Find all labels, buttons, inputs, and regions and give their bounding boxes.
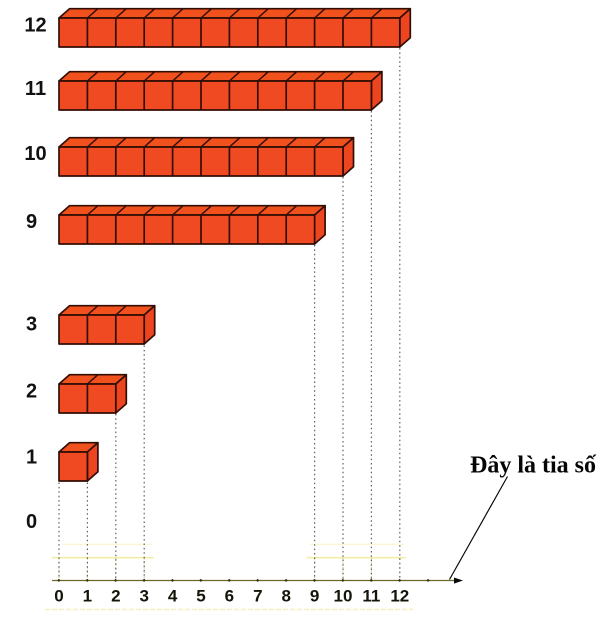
svg-text:5: 5	[196, 587, 205, 606]
svg-text:8: 8	[281, 587, 290, 606]
svg-text:12: 12	[390, 587, 409, 606]
svg-text:2: 2	[111, 587, 120, 606]
svg-text:0: 0	[54, 587, 63, 606]
svg-text:7: 7	[253, 587, 262, 606]
svg-text:4: 4	[168, 587, 178, 606]
svg-text:11: 11	[362, 587, 380, 606]
svg-text:10: 10	[334, 587, 353, 606]
svg-text:0: 0	[26, 511, 37, 533]
svg-text:2: 2	[26, 380, 37, 402]
svg-text:10: 10	[24, 143, 46, 165]
svg-text:3: 3	[139, 587, 148, 606]
svg-text:3: 3	[26, 313, 37, 335]
svg-text:6: 6	[225, 587, 234, 606]
svg-text:9: 9	[310, 587, 319, 606]
svg-text:11: 11	[25, 78, 46, 100]
svg-text:9: 9	[26, 211, 37, 233]
svg-text:12: 12	[24, 14, 46, 36]
svg-text:1: 1	[83, 587, 92, 606]
svg-text:1: 1	[26, 446, 37, 468]
svg-text:Đây là tia số: Đây là tia số	[470, 453, 597, 479]
